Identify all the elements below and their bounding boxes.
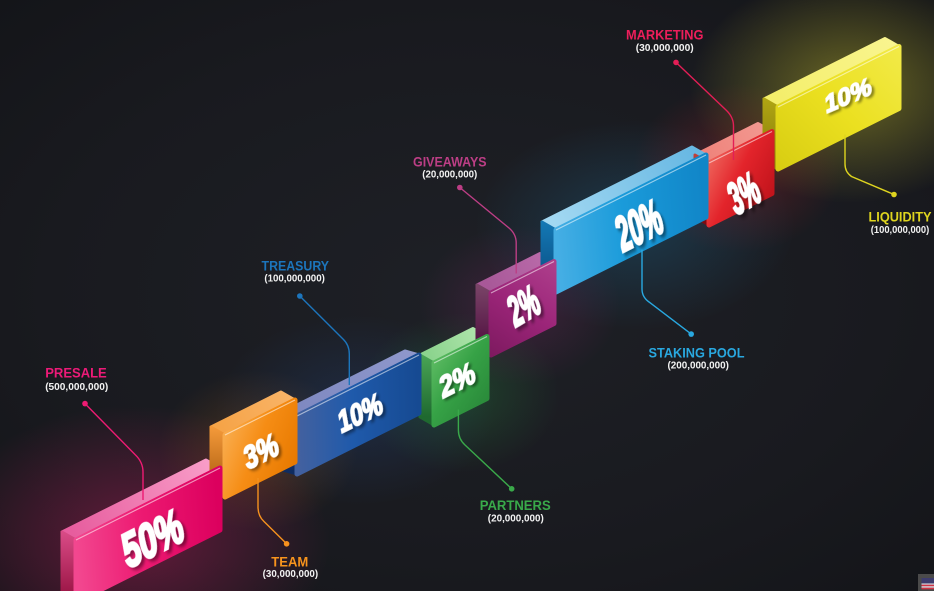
svg-text:(30,000,000): (30,000,000): [636, 43, 694, 54]
svg-text:(100,000,000): (100,000,000): [871, 225, 930, 236]
svg-text:(200,000,000): (200,000,000): [667, 361, 729, 372]
svg-text:LIQUIDITY: LIQUIDITY: [869, 209, 932, 225]
svg-text:TREASURY: TREASURY: [262, 259, 330, 275]
svg-text:MARKETING: MARKETING: [626, 28, 704, 44]
svg-text:(20,000,000): (20,000,000): [488, 514, 544, 525]
svg-text:GIVEAWAYS: GIVEAWAYS: [413, 155, 487, 171]
svg-text:TEAM: TEAM: [271, 554, 308, 570]
svg-text:(20,000,000): (20,000,000): [422, 170, 477, 181]
svg-text:PRESALE: PRESALE: [45, 365, 107, 381]
svg-text:STAKING POOL: STAKING POOL: [649, 346, 745, 362]
svg-text:PARTNERS: PARTNERS: [480, 498, 551, 514]
svg-text:(30,000,000): (30,000,000): [263, 569, 319, 580]
svg-text:(100,000,000): (100,000,000): [264, 274, 325, 285]
svg-text:(500,000,000): (500,000,000): [45, 382, 108, 393]
